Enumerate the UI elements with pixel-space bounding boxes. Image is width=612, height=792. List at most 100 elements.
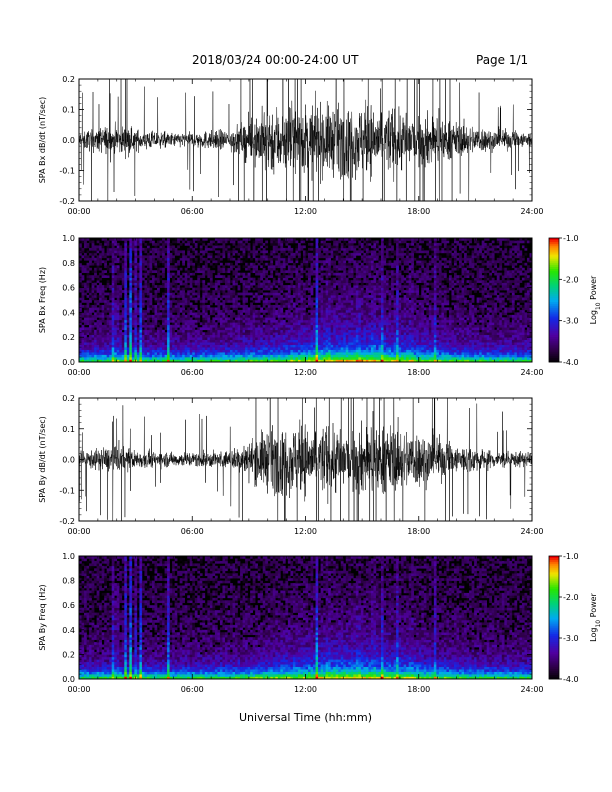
spectrogram-cell bbox=[122, 243, 125, 246]
spectrogram-cell bbox=[162, 322, 165, 325]
spectrogram-cell bbox=[338, 357, 341, 360]
spectrogram-cell bbox=[293, 240, 296, 243]
spectrogram-cell bbox=[104, 302, 107, 305]
spectrogram-cell bbox=[149, 293, 152, 296]
spectrogram-cell bbox=[341, 312, 344, 315]
spectrogram-cell bbox=[353, 278, 356, 281]
spectrogram-cell bbox=[366, 305, 369, 308]
spectrogram-cell bbox=[298, 250, 301, 253]
spectrogram-cell bbox=[210, 352, 213, 355]
spectrogram-cell bbox=[368, 298, 371, 301]
spectrogram-cell bbox=[270, 332, 273, 335]
spectrogram-cell bbox=[311, 298, 314, 301]
spectrogram-cell bbox=[275, 332, 278, 335]
spectrogram-cell bbox=[167, 283, 170, 286]
spectrogram-cell bbox=[134, 357, 137, 360]
spectrogram-cell bbox=[338, 335, 341, 338]
spectrogram-cell bbox=[127, 302, 130, 305]
spectrogram-cell bbox=[338, 288, 341, 291]
spectrogram-cell bbox=[89, 327, 92, 330]
spectrogram-cell bbox=[293, 340, 296, 343]
spectrogram-cell bbox=[248, 337, 251, 340]
spectrogram-cell bbox=[368, 335, 371, 338]
spectrogram-cell bbox=[318, 350, 321, 353]
spectrogram-cell bbox=[300, 302, 303, 305]
spectrogram-cell bbox=[139, 325, 142, 328]
spectrogram-cell bbox=[280, 315, 283, 318]
spectrogram-cell bbox=[278, 310, 281, 313]
spectrogram-cell bbox=[137, 245, 140, 248]
spectrogram-cell bbox=[210, 240, 213, 243]
spectrogram-cell bbox=[268, 280, 271, 283]
spectrogram-cell bbox=[119, 250, 122, 253]
spectrogram-cell bbox=[215, 347, 218, 350]
spectrogram-cell bbox=[343, 298, 346, 301]
spectrogram-cell bbox=[177, 270, 180, 273]
spectrogram-cell bbox=[321, 327, 324, 330]
spectrogram-cell bbox=[132, 293, 135, 296]
spectrogram-cell bbox=[175, 335, 178, 338]
spectrogram-cell bbox=[137, 335, 140, 338]
spectrogram-cell bbox=[245, 357, 248, 360]
spectrogram-cell bbox=[260, 335, 263, 338]
spectrogram-cell bbox=[152, 350, 155, 353]
spectrogram-cell bbox=[313, 347, 316, 350]
spectrogram-cell bbox=[117, 340, 120, 343]
spectrogram-cell bbox=[368, 250, 371, 253]
spectrogram-cell bbox=[205, 273, 208, 276]
spectrogram-cell bbox=[212, 327, 215, 330]
spectrogram-cell bbox=[263, 255, 266, 258]
spectrogram-cell bbox=[192, 307, 195, 310]
spectrogram-cell bbox=[295, 345, 298, 348]
spectrogram-cell bbox=[308, 310, 311, 313]
spectrogram-cell bbox=[278, 330, 281, 333]
spectrogram-cell bbox=[293, 290, 296, 293]
spectrogram-cell bbox=[207, 337, 210, 340]
spectrogram-cell bbox=[260, 295, 263, 298]
spectrogram-cell bbox=[336, 280, 339, 283]
spectrogram-cell bbox=[227, 258, 230, 261]
spectrogram-cell bbox=[263, 250, 266, 253]
spectrogram-cell bbox=[157, 345, 160, 348]
spectrogram-cell bbox=[109, 325, 112, 328]
spectrogram-cell bbox=[255, 273, 258, 276]
spectrogram-cell bbox=[107, 283, 110, 286]
spectrogram-cell bbox=[371, 355, 374, 358]
spectrogram-cell bbox=[248, 345, 251, 348]
spectrogram-cell bbox=[358, 330, 361, 333]
spectrogram-cell bbox=[112, 340, 115, 343]
spectrogram-cell bbox=[177, 357, 180, 360]
spectrogram-cell bbox=[182, 250, 185, 253]
spectrogram-cell bbox=[94, 312, 97, 315]
spectrogram-cell bbox=[89, 330, 92, 333]
spectrogram-cell bbox=[331, 250, 334, 253]
spectrogram-cell bbox=[371, 340, 374, 343]
spectrogram-cell bbox=[311, 340, 314, 343]
spectrogram-cell bbox=[107, 352, 110, 355]
spectrogram-cell bbox=[97, 278, 100, 281]
spectrogram-cell bbox=[117, 278, 120, 281]
spectrogram-cell bbox=[240, 255, 243, 258]
spectrogram-cell bbox=[338, 330, 341, 333]
spectrogram-cell bbox=[275, 285, 278, 288]
spectrogram-cell bbox=[371, 345, 374, 348]
spectrogram-cell bbox=[331, 307, 334, 310]
spectrogram-cell bbox=[243, 335, 246, 338]
spectrogram-cell bbox=[155, 255, 158, 258]
spectrogram-cell bbox=[124, 302, 127, 305]
spectrogram-cell bbox=[225, 320, 228, 323]
spectrogram-cell bbox=[220, 327, 223, 330]
spectrogram-cell bbox=[170, 273, 173, 276]
spectrogram-cell bbox=[318, 305, 321, 308]
spectrogram-cell bbox=[157, 273, 160, 276]
spectrogram-cell bbox=[288, 342, 291, 345]
spectrogram-cell bbox=[253, 317, 256, 320]
spectrogram-cell bbox=[89, 312, 92, 315]
spectrogram-cell bbox=[102, 248, 105, 251]
spectrogram-cell bbox=[321, 298, 324, 301]
spectrogram-cell bbox=[207, 273, 210, 276]
spectrogram-cell bbox=[149, 350, 152, 353]
spectrogram-cell bbox=[336, 243, 339, 246]
spectrogram-cell bbox=[210, 330, 213, 333]
spectrogram-cell bbox=[197, 280, 200, 283]
